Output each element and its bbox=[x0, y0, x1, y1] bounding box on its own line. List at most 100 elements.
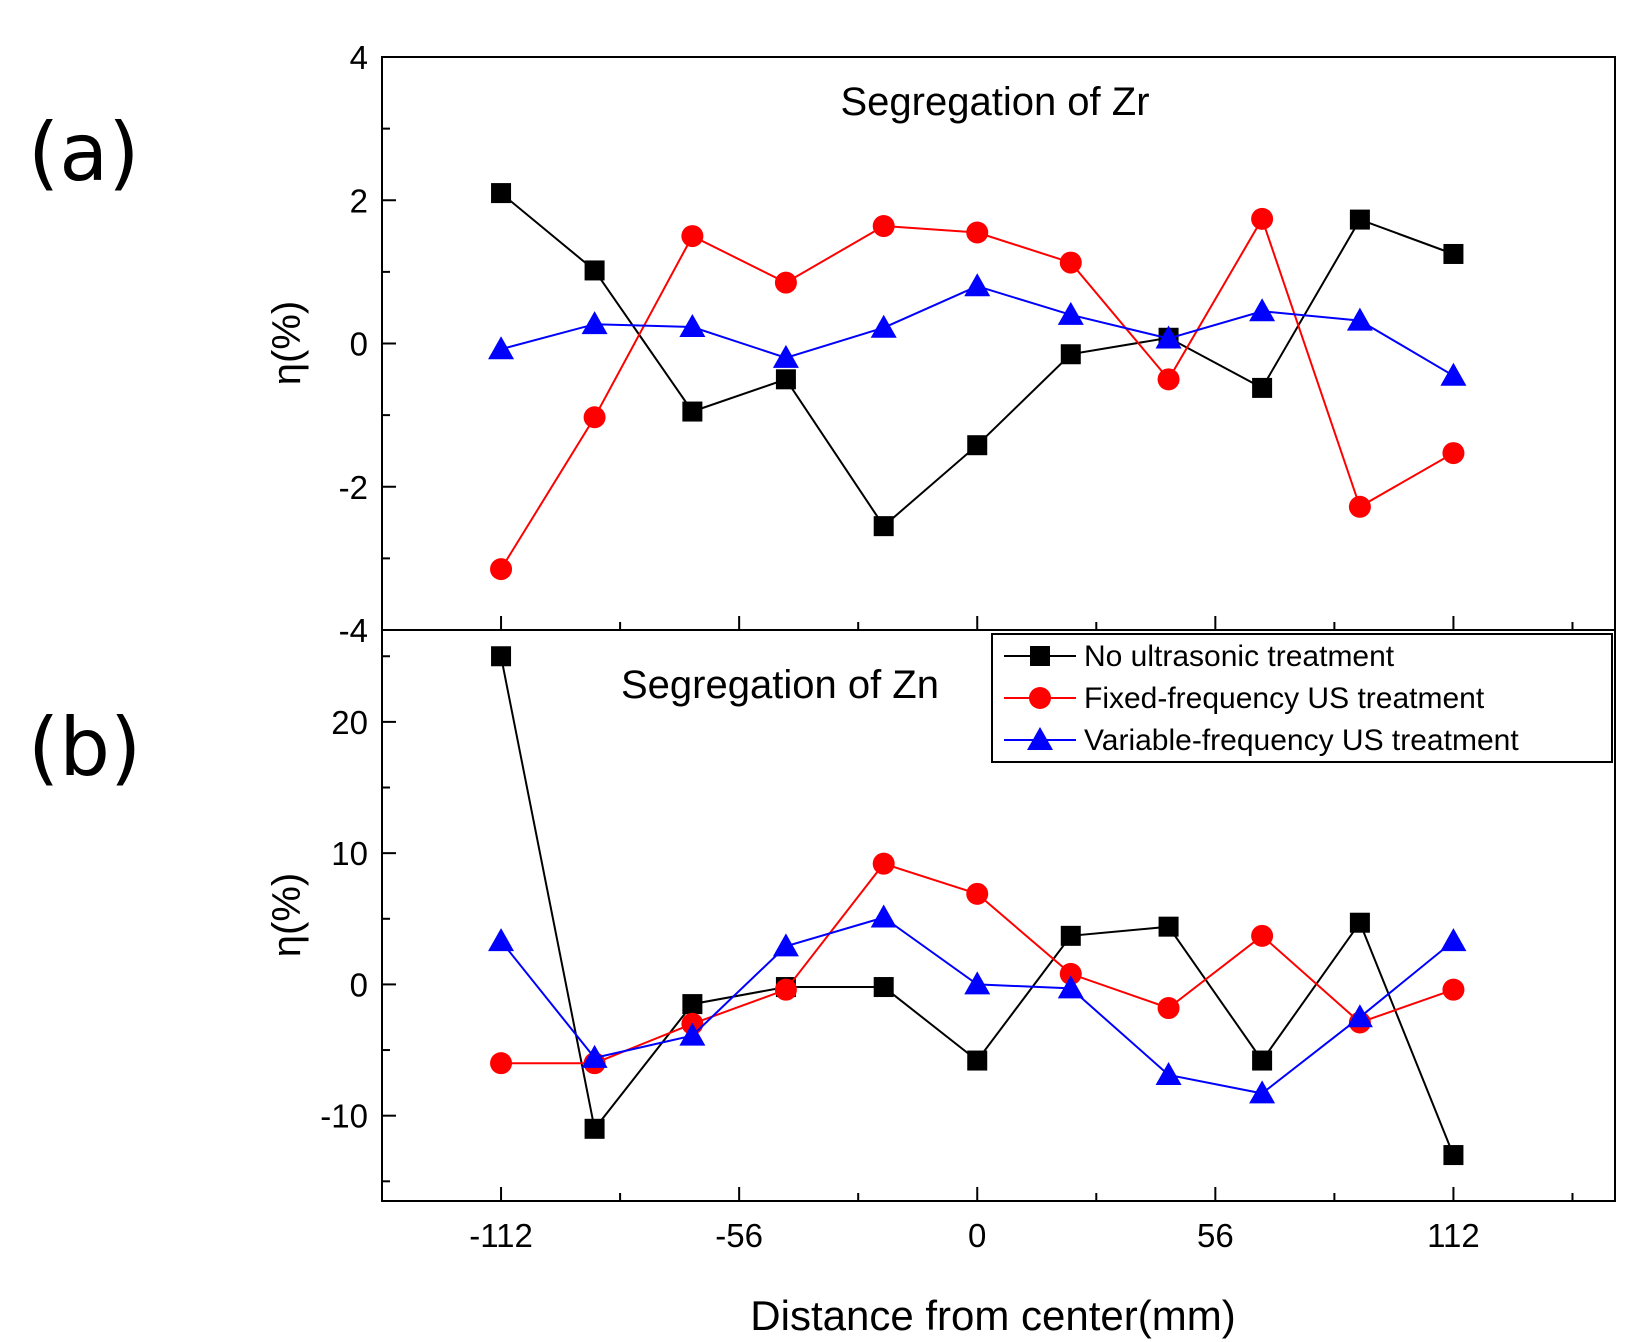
y-tick-label: -2 bbox=[339, 469, 368, 506]
data-point bbox=[1057, 975, 1084, 999]
data-point bbox=[873, 977, 894, 998]
data-point bbox=[583, 406, 606, 429]
data-point bbox=[872, 852, 895, 875]
y-tick-label: -10 bbox=[320, 1098, 368, 1135]
data-point bbox=[1440, 362, 1467, 386]
legend-box bbox=[991, 633, 1613, 763]
data-point bbox=[488, 336, 515, 360]
zr-segregation-plot: -4 -2 0 2 4 Segregation of Zr η(%) bbox=[265, 39, 1616, 649]
plot-frame bbox=[381, 629, 1616, 1202]
data-point bbox=[1249, 298, 1276, 322]
data-point bbox=[966, 221, 989, 244]
chart-title: Segregation of Zr bbox=[840, 80, 1149, 124]
y-tick-label: 0 bbox=[350, 966, 368, 1003]
panel-label-a: (a) bbox=[28, 106, 139, 199]
data-point bbox=[967, 435, 988, 456]
data-point bbox=[870, 904, 897, 928]
data-point bbox=[964, 273, 991, 297]
x-tick-label: 0 bbox=[968, 1217, 986, 1254]
data-point bbox=[1251, 924, 1274, 947]
data-point bbox=[1443, 1145, 1464, 1166]
chart-title: Segregation of Zn bbox=[621, 663, 939, 707]
data-point bbox=[491, 183, 512, 204]
series-circle bbox=[490, 207, 1465, 581]
series-triangle bbox=[488, 904, 1467, 1104]
data-point bbox=[774, 978, 797, 1001]
data-point bbox=[1249, 1080, 1276, 1104]
x-axis-title: Distance from center(mm) bbox=[750, 1292, 1235, 1339]
data-point bbox=[681, 225, 704, 248]
data-point bbox=[1346, 307, 1373, 331]
data-point bbox=[682, 994, 703, 1015]
legend-marker bbox=[1030, 646, 1050, 666]
data-point bbox=[1440, 928, 1467, 952]
data-point bbox=[1158, 916, 1179, 937]
data-point bbox=[1155, 325, 1182, 349]
data-point bbox=[1252, 1050, 1273, 1071]
legend-label: Fixed-frequency US treatment bbox=[1084, 682, 1485, 715]
y-axis-title: η(%) bbox=[265, 873, 309, 957]
zn-segregation-plot: -10 0 10 20 -112 -56 0 56 112 Segregation of Zn η(… bbox=[265, 629, 1616, 1254]
data-point bbox=[775, 369, 796, 390]
data-point bbox=[964, 971, 991, 995]
data-point bbox=[1349, 912, 1370, 933]
data-point bbox=[1443, 243, 1464, 264]
data-point bbox=[1252, 377, 1273, 398]
y-tick-label: 20 bbox=[331, 704, 368, 741]
y-tick-label: -4 bbox=[339, 612, 368, 649]
data-point bbox=[581, 1044, 608, 1068]
legend-label: Variable-frequency US treatment bbox=[1084, 724, 1519, 757]
legend-marker bbox=[1027, 727, 1053, 750]
data-point bbox=[1348, 495, 1371, 518]
data-point bbox=[772, 933, 799, 957]
x-tick-label: 112 bbox=[1427, 1217, 1480, 1254]
y-tick-label: 2 bbox=[350, 182, 368, 219]
legend-marker bbox=[1029, 687, 1051, 709]
x-tick-label: -56 bbox=[715, 1217, 763, 1254]
data-point bbox=[774, 271, 797, 294]
legend-label: No ultrasonic treatment bbox=[1084, 640, 1395, 673]
data-point bbox=[1157, 368, 1180, 391]
data-point bbox=[772, 344, 799, 368]
data-point bbox=[584, 1118, 605, 1139]
series-line bbox=[500, 216, 1454, 570]
data-point bbox=[1155, 1061, 1182, 1085]
data-point bbox=[490, 558, 513, 581]
data-point bbox=[1442, 978, 1465, 1001]
data-point bbox=[967, 1050, 988, 1071]
legend-item: Fixed-frequency US treatment bbox=[1004, 682, 1485, 715]
x-tick-label: 56 bbox=[1197, 1217, 1234, 1254]
series-circle bbox=[490, 852, 1465, 1075]
y-axis-title: η(%) bbox=[265, 301, 309, 385]
series-triangle bbox=[488, 273, 1467, 386]
data-point bbox=[584, 260, 605, 281]
legend-item: No ultrasonic treatment bbox=[1004, 640, 1395, 673]
data-point bbox=[679, 314, 706, 338]
legend-item: Variable-frequency US treatment bbox=[1004, 724, 1519, 757]
y-tick-label: 0 bbox=[350, 326, 368, 363]
data-point bbox=[488, 928, 515, 952]
data-point bbox=[1442, 442, 1465, 465]
x-tick-label: -112 bbox=[469, 1217, 533, 1254]
data-point bbox=[1057, 301, 1084, 325]
data-point bbox=[966, 882, 989, 905]
y-tick-label: 4 bbox=[350, 39, 368, 76]
data-point bbox=[679, 1022, 706, 1046]
data-point bbox=[490, 1052, 513, 1075]
plot-frame bbox=[381, 56, 1616, 631]
data-point bbox=[581, 311, 608, 335]
data-point bbox=[870, 314, 897, 338]
data-point bbox=[491, 646, 512, 667]
data-point bbox=[1059, 962, 1082, 985]
data-point bbox=[1059, 251, 1082, 274]
data-point bbox=[682, 401, 703, 422]
panel-label-b: (b) bbox=[28, 701, 141, 794]
data-point bbox=[1349, 209, 1370, 230]
data-point bbox=[872, 215, 895, 238]
legend: No ultrasonic treatment Fixed-frequency U… bbox=[991, 633, 1613, 763]
data-point bbox=[1346, 1004, 1373, 1028]
data-point bbox=[873, 516, 894, 537]
data-point bbox=[1157, 997, 1180, 1020]
series-square bbox=[491, 183, 1464, 537]
